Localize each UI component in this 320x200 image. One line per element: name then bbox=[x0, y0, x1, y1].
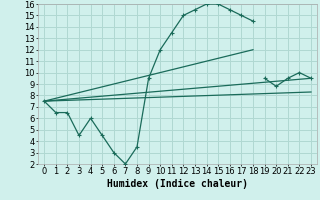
X-axis label: Humidex (Indice chaleur): Humidex (Indice chaleur) bbox=[107, 179, 248, 189]
